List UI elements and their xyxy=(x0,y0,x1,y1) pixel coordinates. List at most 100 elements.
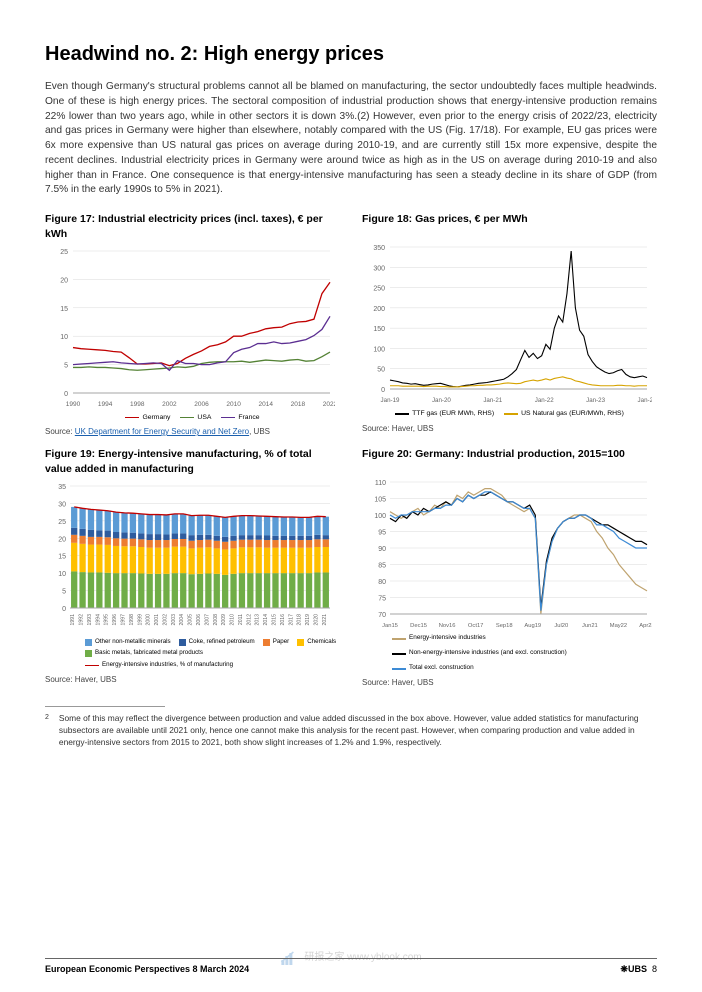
svg-text:Apr23: Apr23 xyxy=(639,623,652,629)
figure-19-chart: 0510152025303519911992199319941995199619… xyxy=(45,481,335,636)
svg-text:2018: 2018 xyxy=(297,614,303,626)
svg-text:2002: 2002 xyxy=(162,401,177,408)
svg-text:1994: 1994 xyxy=(98,401,113,408)
svg-text:2002: 2002 xyxy=(162,614,168,626)
svg-text:5: 5 xyxy=(64,362,68,369)
svg-text:Jan-21: Jan-21 xyxy=(483,397,502,404)
figure-20-title: Figure 20: Germany: Industrial productio… xyxy=(362,447,657,473)
svg-text:May22: May22 xyxy=(610,623,627,629)
figure-18-chart: 050100150200250300350Jan-19Jan-20Jan-21J… xyxy=(362,242,652,407)
svg-text:2010: 2010 xyxy=(230,614,236,626)
svg-text:Oct17: Oct17 xyxy=(468,623,483,629)
footnote-separator xyxy=(45,706,165,707)
svg-text:100: 100 xyxy=(373,347,385,354)
svg-text:2001: 2001 xyxy=(154,614,160,626)
figure-20-chart: 70 75 80 85 90 95 100 105 110 Jan15 Dec15 Nov16 Oct1… xyxy=(362,477,652,632)
svg-text:0: 0 xyxy=(381,387,385,394)
svg-text:80: 80 xyxy=(378,579,386,586)
svg-text:Sep18: Sep18 xyxy=(496,623,513,629)
svg-text:2013: 2013 xyxy=(255,614,261,626)
svg-text:2007: 2007 xyxy=(204,614,210,626)
figure-17-source: Source: UK Department for Energy Securit… xyxy=(45,426,340,437)
svg-text:2018: 2018 xyxy=(291,401,306,408)
svg-text:1993: 1993 xyxy=(87,614,93,626)
figure-20-legend: Energy-intensive industriesNon-energy-in… xyxy=(392,634,657,673)
figure-19-title: Figure 19: Energy-intensive manufacturin… xyxy=(45,447,340,476)
figure-17-chart: 0510152025199019941998200220062010201420… xyxy=(45,246,335,411)
svg-text:90: 90 xyxy=(378,546,386,553)
intro-paragraph: Even though Germany's structural problem… xyxy=(45,80,657,198)
svg-text:75: 75 xyxy=(378,596,386,603)
source-link[interactable]: UK Department for Energy Security and Ne… xyxy=(75,427,249,436)
svg-text:200: 200 xyxy=(373,306,385,313)
svg-text:5: 5 xyxy=(62,588,66,595)
svg-text:1998: 1998 xyxy=(129,614,135,626)
svg-text:50: 50 xyxy=(377,367,385,374)
figure-18-title: Figure 18: Gas prices, € per MWh xyxy=(362,212,657,238)
page-heading: Headwind no. 2: High energy prices xyxy=(45,40,657,68)
footer-left: European Economic Perspectives 8 March 2… xyxy=(45,963,249,976)
figure-20: Figure 20: Germany: Industrial productio… xyxy=(362,447,657,688)
svg-text:1992: 1992 xyxy=(79,614,85,626)
page-footer: European Economic Perspectives 8 March 2… xyxy=(45,958,657,976)
svg-text:2009: 2009 xyxy=(221,614,227,626)
svg-text:30: 30 xyxy=(58,501,66,508)
svg-text:35: 35 xyxy=(58,484,66,491)
svg-text:95: 95 xyxy=(378,530,386,537)
figure-17: Figure 17: Industrial electricity prices… xyxy=(45,212,340,437)
svg-text:70: 70 xyxy=(378,612,386,619)
figure-18: Figure 18: Gas prices, € per MWh 0 50 100 1… xyxy=(362,212,657,437)
svg-text:2014: 2014 xyxy=(259,401,274,408)
svg-text:0: 0 xyxy=(64,391,68,398)
svg-text:350: 350 xyxy=(373,245,385,252)
svg-text:10: 10 xyxy=(60,334,68,341)
svg-text:300: 300 xyxy=(373,266,385,273)
footer-right: ❋UBS 8 xyxy=(620,963,657,976)
svg-text:25: 25 xyxy=(58,519,66,526)
svg-text:Aug19: Aug19 xyxy=(524,623,541,629)
figure-17-title: Figure 17: Industrial electricity prices… xyxy=(45,212,340,241)
svg-text:1999: 1999 xyxy=(137,614,143,626)
svg-text:Jan15: Jan15 xyxy=(382,623,398,629)
svg-text:110: 110 xyxy=(375,480,386,487)
footnote: 2 Some of this may reflect the divergenc… xyxy=(45,713,657,748)
svg-text:2012: 2012 xyxy=(246,614,252,626)
svg-text:Jun21: Jun21 xyxy=(582,623,598,629)
svg-text:2004: 2004 xyxy=(179,614,185,626)
figure-17-legend: GermanyUSAFrance xyxy=(45,413,340,423)
svg-text:20: 20 xyxy=(60,277,68,284)
svg-text:2016: 2016 xyxy=(280,614,286,626)
svg-text:2014: 2014 xyxy=(263,614,269,626)
svg-text:2015: 2015 xyxy=(271,614,277,626)
svg-text:Nov16: Nov16 xyxy=(439,623,456,629)
svg-text:1994: 1994 xyxy=(95,614,101,626)
svg-text:1998: 1998 xyxy=(130,401,145,408)
svg-text:Jul20: Jul20 xyxy=(554,623,568,629)
svg-text:0: 0 xyxy=(62,606,66,613)
svg-text:2005: 2005 xyxy=(188,614,194,626)
footnote-text: Some of this may reflect the divergence … xyxy=(59,713,657,748)
figure-18-legend: TTF gas (EUR MWh, RHS)US Natural gas (EU… xyxy=(362,409,657,419)
svg-text:1991: 1991 xyxy=(70,614,76,626)
svg-text:25: 25 xyxy=(60,249,68,256)
svg-text:Jan-20: Jan-20 xyxy=(432,397,451,404)
svg-text:85: 85 xyxy=(378,563,386,570)
svg-text:10: 10 xyxy=(58,571,66,578)
svg-text:Dec15: Dec15 xyxy=(410,623,427,629)
svg-text:20: 20 xyxy=(58,536,66,543)
footnote-number: 2 xyxy=(45,713,49,748)
svg-text:2003: 2003 xyxy=(171,614,177,626)
svg-text:2000: 2000 xyxy=(146,614,152,626)
svg-text:Jan-22: Jan-22 xyxy=(535,397,554,404)
svg-text:2022: 2022 xyxy=(323,401,335,408)
svg-text:1990: 1990 xyxy=(66,401,81,408)
figure-19-source: Source: Haver, UBS xyxy=(45,674,340,685)
svg-text:150: 150 xyxy=(373,326,385,333)
svg-text:2017: 2017 xyxy=(288,614,294,626)
svg-text:2008: 2008 xyxy=(213,614,219,626)
svg-text:2006: 2006 xyxy=(194,401,209,408)
svg-text:105: 105 xyxy=(374,497,386,504)
svg-text:2019: 2019 xyxy=(305,614,311,626)
svg-text:100: 100 xyxy=(374,513,386,520)
svg-text:Jan-23: Jan-23 xyxy=(586,397,605,404)
